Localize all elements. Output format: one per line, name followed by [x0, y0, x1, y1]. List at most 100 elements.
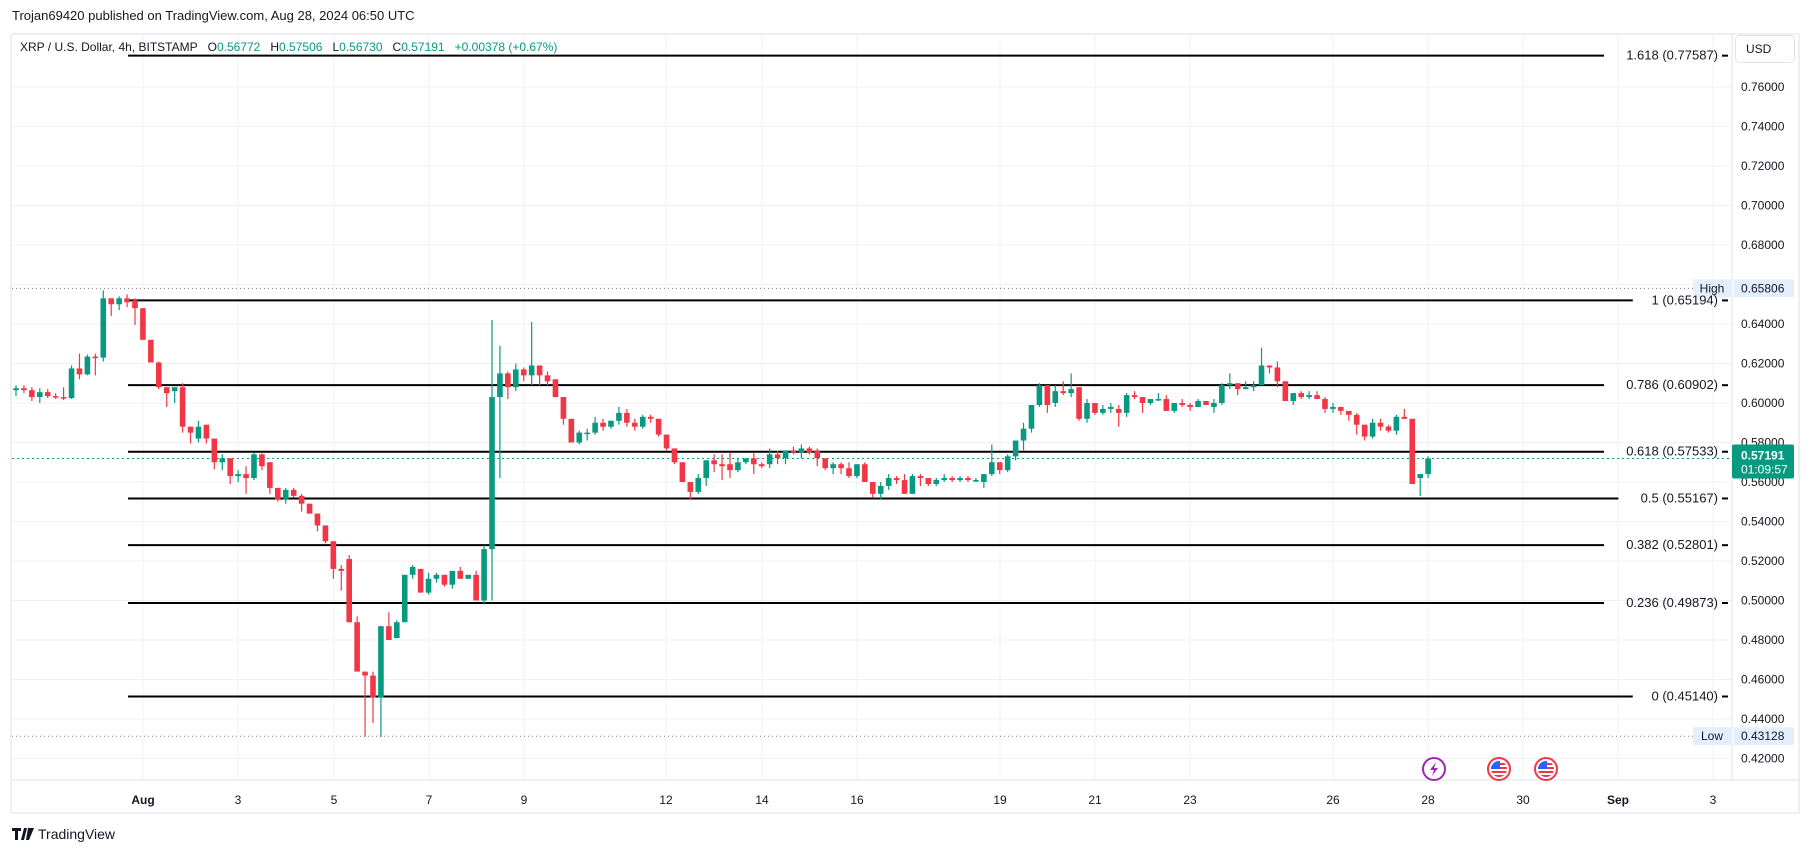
- y-axis-label: 0.48000: [1741, 633, 1785, 647]
- candle-down: [1322, 399, 1328, 409]
- candle-down: [758, 464, 765, 467]
- candle-up: [592, 422, 598, 433]
- candle-down: [92, 356, 99, 359]
- candle-up: [1195, 401, 1201, 407]
- candle-down: [949, 478, 955, 481]
- candle-up: [1330, 406, 1336, 409]
- candle-down: [227, 458, 233, 477]
- candle-down: [370, 675, 376, 698]
- candle-up: [465, 574, 471, 579]
- candle-down: [520, 369, 527, 376]
- candle-down: [727, 464, 733, 471]
- high-label: H: [270, 40, 280, 54]
- candle-up: [1171, 403, 1178, 411]
- candle-up: [1147, 399, 1154, 403]
- low-value: 0.56730: [339, 40, 383, 54]
- candle-up: [425, 578, 432, 593]
- y-axis-label: 0.54000: [1741, 515, 1785, 529]
- candle-up: [409, 566, 416, 575]
- candle-down: [60, 397, 67, 399]
- candle-down: [1076, 387, 1082, 419]
- last-price-tag: [1732, 444, 1794, 479]
- candle-up: [608, 420, 614, 427]
- x-axis-label: Sep: [1607, 793, 1629, 807]
- x-axis-label: 30: [1516, 793, 1530, 807]
- candle-up: [885, 478, 892, 486]
- y-axis-label: 0.68000: [1741, 238, 1785, 252]
- candle-down: [211, 438, 218, 463]
- candle-up: [1290, 393, 1297, 402]
- x-axis-label: 7: [426, 793, 433, 807]
- candle-up: [1219, 385, 1225, 403]
- candle-down: [187, 426, 194, 433]
- candle-down: [354, 622, 360, 672]
- candle-down: [822, 458, 828, 469]
- candle-down: [314, 513, 321, 526]
- candle-up: [1227, 383, 1233, 386]
- candle-down: [846, 468, 852, 477]
- candle-up: [1108, 406, 1114, 409]
- candle-down: [156, 362, 162, 388]
- fib-level-label: 0.236 (0.49873): [1626, 595, 1718, 610]
- candle-down: [306, 503, 313, 514]
- candle-down: [893, 478, 900, 481]
- fib-level-label: 1 (0.65194): [1652, 292, 1719, 307]
- x-axis-label: 16: [850, 793, 864, 807]
- candle-down: [386, 626, 392, 640]
- candle-down: [1044, 385, 1051, 405]
- candle-down: [568, 418, 575, 443]
- candle-up: [195, 426, 202, 439]
- candle-down: [838, 464, 844, 469]
- y-axis-label: 0.72000: [1741, 159, 1785, 173]
- candle-up: [1393, 416, 1400, 431]
- candle-down: [1298, 393, 1304, 398]
- candle-up: [235, 474, 241, 477]
- candle-down: [1139, 397, 1146, 403]
- candle-down: [790, 450, 797, 453]
- candle-up: [1417, 474, 1423, 479]
- x-axis-label: 3: [235, 793, 242, 807]
- candle-up: [100, 298, 107, 358]
- candle-down: [1092, 403, 1098, 413]
- candle-down: [108, 298, 114, 305]
- y-axis-label: 0.70000: [1741, 199, 1785, 213]
- us-flag-icon[interactable]: [1487, 757, 1511, 781]
- y-axis-label: 0.64000: [1741, 317, 1785, 331]
- candle-down: [917, 476, 924, 479]
- candle-down: [687, 482, 694, 492]
- high-tag: [1693, 279, 1731, 298]
- candle-down: [1266, 365, 1273, 368]
- candle-down: [1282, 381, 1289, 402]
- candle-up: [481, 549, 487, 601]
- candle-down: [552, 379, 559, 398]
- currency-button[interactable]: USD: [1735, 35, 1795, 63]
- us-flag-icon[interactable]: [1534, 757, 1558, 781]
- candle-up: [489, 397, 495, 550]
- candle-down: [1385, 426, 1392, 431]
- symbol-name[interactable]: XRP / U.S. Dollar, 4h, BITSTAMP: [20, 40, 198, 54]
- high-price-tag: [1734, 279, 1794, 298]
- candle-down: [1115, 408, 1122, 413]
- lightning-icon[interactable]: [1422, 757, 1446, 781]
- candle-up: [798, 448, 805, 453]
- candle-down: [814, 450, 821, 459]
- fib-level-label: 0 (0.45140): [1652, 688, 1719, 703]
- candle-up: [1100, 408, 1106, 413]
- candle-up: [1123, 395, 1130, 413]
- low-tag: [1693, 727, 1731, 746]
- candle-up: [1250, 385, 1257, 388]
- candle-up: [449, 570, 456, 585]
- candle-up: [909, 476, 916, 494]
- candle-up: [703, 460, 709, 479]
- candle-down: [338, 568, 345, 571]
- x-axis-label: 12: [659, 793, 673, 807]
- candle-up: [378, 626, 384, 698]
- candle-up: [1068, 389, 1074, 394]
- candle-up: [1084, 403, 1090, 419]
- candle-down: [901, 480, 908, 494]
- candle-up: [1028, 404, 1035, 429]
- candle-up: [695, 478, 702, 492]
- candle-up: [171, 387, 178, 392]
- open-label: O: [207, 40, 217, 54]
